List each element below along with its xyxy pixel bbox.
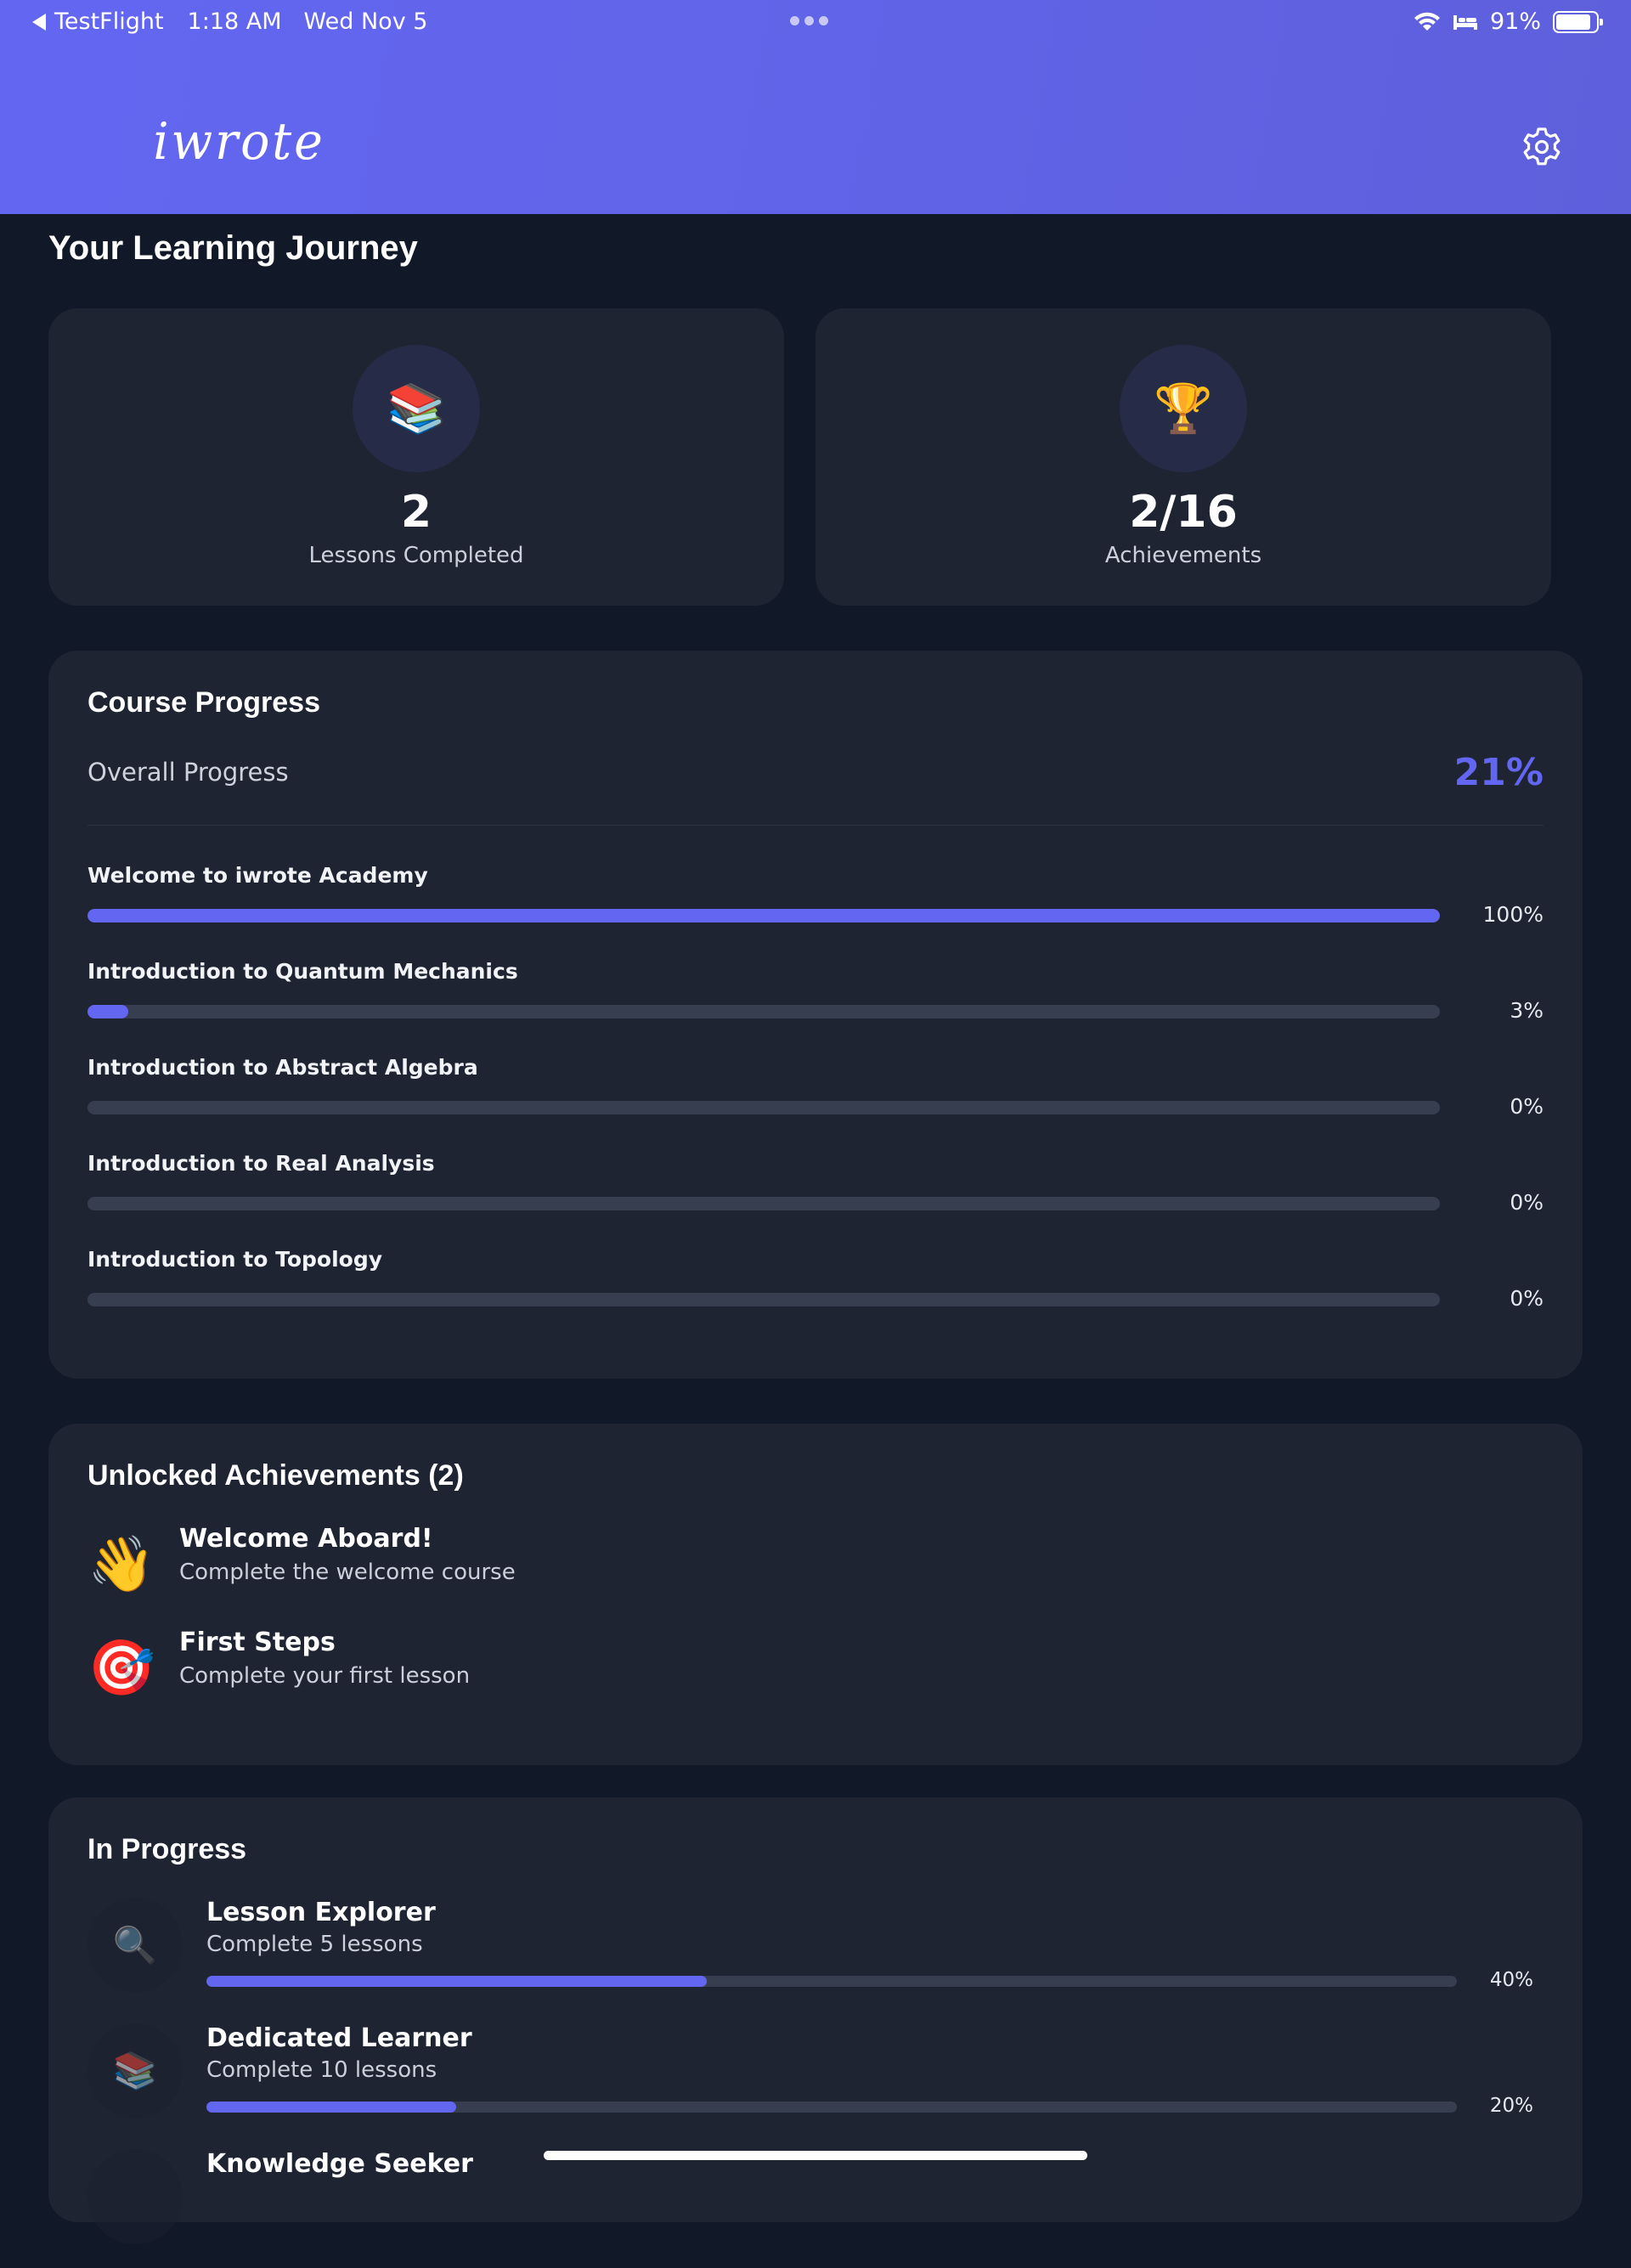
course-progress-track [87, 1197, 1440, 1210]
course-name: Introduction to Topology [87, 1247, 383, 1272]
course-percent: 0% [1510, 1094, 1544, 1119]
achievement-description: Complete the welcome course [179, 1560, 516, 1585]
page-title: Your Learning Journey [48, 229, 418, 267]
course-progress-title: Course Progress [87, 686, 320, 719]
achievement-item[interactable]: 👋 Welcome Aboard! Complete the welcome c… [87, 1524, 852, 1609]
app-header: TestFlight 1:18 AM Wed Nov 5 91% iwrote [0, 0, 1631, 214]
home-indicator[interactable] [544, 2151, 1087, 2160]
books-icon: 📚 [87, 2023, 183, 2118]
target-icon: 🎯 [87, 1637, 155, 1700]
in-progress-item-title: Dedicated Learner [206, 2023, 472, 2053]
multitasking-dots-icon[interactable] [790, 16, 828, 25]
lessons-completed-label: Lessons Completed [308, 543, 524, 568]
achievement-progress-fill [206, 1976, 707, 1987]
battery-percent: 91% [1489, 8, 1541, 35]
achievements-card: 🏆 2/16 Achievements [816, 308, 1551, 606]
back-to-app[interactable]: TestFlight 1:18 AM Wed Nov 5 [32, 8, 427, 35]
course-name: Introduction to Real Analysis [87, 1151, 435, 1176]
in-progress-item[interactable]: 📚 Dedicated Learner Complete 10 lessons … [87, 2023, 1544, 2142]
course-progress-fill [87, 909, 1440, 922]
app-logo: iwrote [153, 112, 325, 172]
status-date: Wed Nov 5 [303, 8, 428, 35]
in-progress-item-title: Knowledge Seeker [206, 2149, 473, 2179]
achievement-progress-percent: 20% [1489, 2095, 1533, 2117]
course-name: Introduction to Abstract Algebra [87, 1055, 478, 1080]
waving-hand-icon: 👋 [87, 1533, 155, 1596]
wifi-icon [1414, 12, 1440, 31]
battery-icon [1553, 10, 1603, 33]
in-progress-item[interactable]: Knowledge Seeker [87, 2149, 1544, 2268]
course-percent: 100% [1482, 902, 1544, 927]
magnifier-icon: 🔍 [87, 1898, 183, 1993]
in-progress-item-description: Complete 5 lessons [206, 1932, 423, 1957]
status-bar: TestFlight 1:18 AM Wed Nov 5 91% [0, 0, 1631, 44]
unlocked-achievements-title: Unlocked Achievements (2) [87, 1459, 464, 1492]
lessons-completed-value: 2 [400, 487, 432, 538]
status-indicators: 91% [1414, 8, 1603, 35]
course-row[interactable]: Introduction to Abstract Algebra 0% [87, 1055, 1544, 1140]
achievements-value: 2/16 [1129, 487, 1238, 538]
achievements-label: Achievements [1104, 543, 1262, 568]
course-percent: 0% [1510, 1190, 1544, 1215]
course-name: Introduction to Quantum Mechanics [87, 959, 518, 984]
achievement-progress-fill [206, 2102, 457, 2113]
lessons-completed-card: 📚 2 Lessons Completed [48, 308, 784, 606]
course-progress-card: Course Progress Overall Progress 21% Wel… [48, 651, 1583, 1379]
course-progress-fill [87, 1005, 128, 1018]
books-icon: 📚 [353, 345, 480, 472]
course-row[interactable]: Introduction to Topology 0% [87, 1247, 1544, 1332]
trophy-icon: 🏆 [1120, 345, 1247, 472]
course-percent: 0% [1510, 1286, 1544, 1311]
status-time: 1:18 AM [187, 8, 282, 35]
course-row[interactable]: Introduction to Real Analysis 0% [87, 1151, 1544, 1236]
sleep-focus-icon [1453, 14, 1477, 30]
course-progress-track [87, 1293, 1440, 1306]
course-progress-track [87, 1005, 1440, 1018]
achievement-item[interactable]: 🎯 First Steps Complete your first lesson [87, 1628, 852, 1712]
course-row[interactable]: Introduction to Quantum Mechanics 3% [87, 959, 1544, 1044]
achievement-progress-percent: 40% [1489, 1969, 1533, 1991]
in-progress-item-title: Lesson Explorer [206, 1898, 436, 1927]
course-name: Welcome to iwrote Academy [87, 863, 428, 888]
achievement-icon [87, 2149, 183, 2244]
in-progress-item-description: Complete 10 lessons [206, 2057, 437, 2083]
achievement-title: First Steps [179, 1628, 336, 1657]
course-row[interactable]: Welcome to iwrote Academy 100% [87, 863, 1544, 948]
course-percent: 3% [1510, 998, 1544, 1023]
course-progress-track [87, 909, 1440, 922]
achievement-progress-track [206, 2102, 1457, 2113]
overall-progress-row: Overall Progress 21% [87, 751, 1544, 826]
overall-progress-value: 21% [1453, 751, 1544, 794]
in-progress-item[interactable]: 🔍 Lesson Explorer Complete 5 lessons 40% [87, 1898, 1544, 2017]
in-progress-title: In Progress [87, 1833, 247, 1865]
gear-icon[interactable] [1521, 126, 1563, 168]
back-app-label: TestFlight [54, 8, 164, 35]
back-arrow-icon [32, 13, 46, 31]
overall-progress-label: Overall Progress [87, 758, 289, 787]
achievement-progress-track [206, 1976, 1457, 1987]
unlocked-achievements-card: Unlocked Achievements (2) 👋 Welcome Aboa… [48, 1424, 1583, 1765]
achievement-title: Welcome Aboard! [179, 1524, 433, 1554]
course-progress-track [87, 1101, 1440, 1114]
achievement-description: Complete your first lesson [179, 1663, 471, 1689]
